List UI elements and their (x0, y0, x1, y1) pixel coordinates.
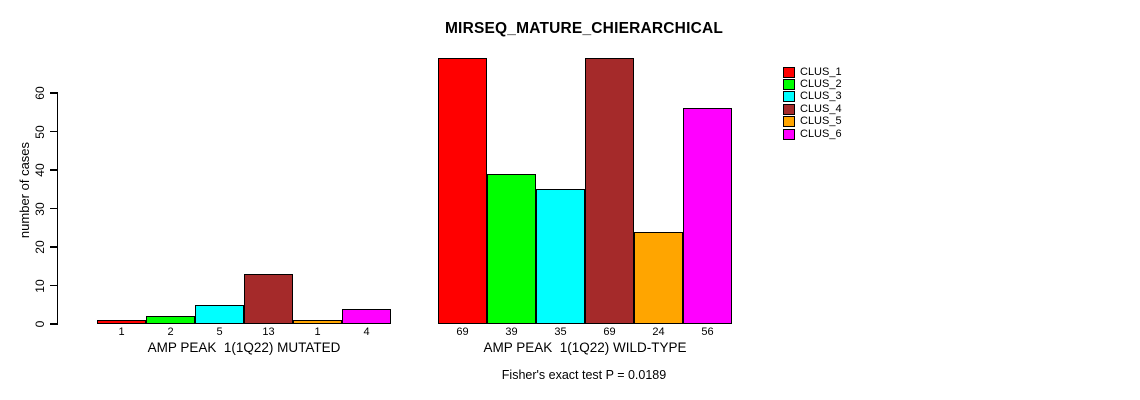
bar-value-label: 69 (456, 326, 469, 338)
bar-clus_2-group1 (146, 316, 195, 324)
y-tick-label: 60 (33, 86, 47, 100)
footnote-text: Fisher's exact test P = 0.0189 (501, 368, 667, 382)
legend-label: CLUS_3 (800, 90, 842, 103)
y-tick-label: 30 (33, 201, 47, 216)
y-tick-label: 50 (33, 124, 47, 139)
bar-clus_6-group2 (683, 108, 732, 324)
legend-label: CLUS_6 (800, 127, 842, 140)
legend-item-clus_1: CLUS_1 (783, 66, 842, 78)
bar-clus_5-group2 (634, 231, 683, 324)
legend-item-clus_6: CLUS_6 (783, 128, 842, 140)
legend-swatch-icon (783, 128, 795, 140)
legend-swatch-icon (783, 103, 795, 115)
bar-clus_1-group1 (97, 320, 146, 324)
legend-swatch-icon (783, 79, 795, 91)
legend-label: CLUS_1 (800, 65, 842, 78)
bar-value-label: 4 (363, 326, 370, 338)
bar-value-label: 35 (554, 326, 567, 338)
bar-value-label: 39 (505, 326, 518, 338)
y-axis-tick (50, 92, 58, 94)
y-tick-label: 20 (33, 240, 47, 254)
legend-label: CLUS_2 (800, 78, 842, 91)
bar-value-label: 2 (167, 326, 174, 338)
y-axis-tick (50, 246, 58, 248)
bar-clus_4-group2 (585, 58, 634, 324)
chart-title: MIRSEQ_MATURE_CHIERARCHICAL (444, 20, 724, 37)
bar-value-label: 56 (701, 326, 714, 338)
legend-label: CLUS_5 (800, 115, 842, 128)
bar-clus_3-group2 (536, 189, 585, 324)
legend-swatch-icon (783, 66, 795, 78)
bar-value-label: 5 (216, 326, 223, 338)
legend-item-clus_4: CLUS_4 (783, 103, 842, 115)
bar-value-label: 13 (262, 326, 275, 338)
bar-clus_1-group2 (438, 58, 487, 324)
y-axis-tick (50, 169, 58, 171)
y-axis-tick (50, 284, 58, 287)
y-axis-tick (50, 323, 58, 325)
bar-value-label: 69 (603, 326, 616, 338)
y-axis-tick (50, 130, 58, 133)
legend: CLUS_1 CLUS_2 CLUS_3 CLUS_4 CLUS_5 CLUS_6 (783, 66, 842, 140)
legend-item-clus_5: CLUS_5 (783, 116, 842, 128)
legend-item-clus_3: CLUS_3 (783, 91, 842, 103)
bar-value-label: 1 (314, 326, 321, 338)
bar-clus_4-group1 (244, 273, 293, 324)
y-tick-label: 40 (33, 163, 47, 177)
bar-clus_2-group2 (487, 173, 536, 324)
bar-value-label: 1 (118, 326, 125, 338)
y-tick-label: 0 (33, 320, 47, 328)
legend-swatch-icon (783, 116, 795, 128)
bar-clus_3-group1 (195, 304, 244, 324)
bar-value-label: 24 (652, 326, 665, 338)
legend-swatch-icon (783, 91, 795, 103)
y-axis-tick (50, 207, 58, 210)
bar-clus_6-group1 (342, 308, 391, 324)
legend-item-clus_2: CLUS_2 (783, 78, 842, 91)
y-tick-label: 10 (33, 278, 47, 293)
x-axis-group-label: AMP PEAK 1(1Q22) MUTATED (147, 340, 341, 355)
x-axis-group-label: AMP PEAK 1(1Q22) WILD-TYPE (483, 340, 687, 355)
bar-clus_5-group1 (293, 320, 342, 324)
legend-label: CLUS_4 (800, 102, 842, 115)
